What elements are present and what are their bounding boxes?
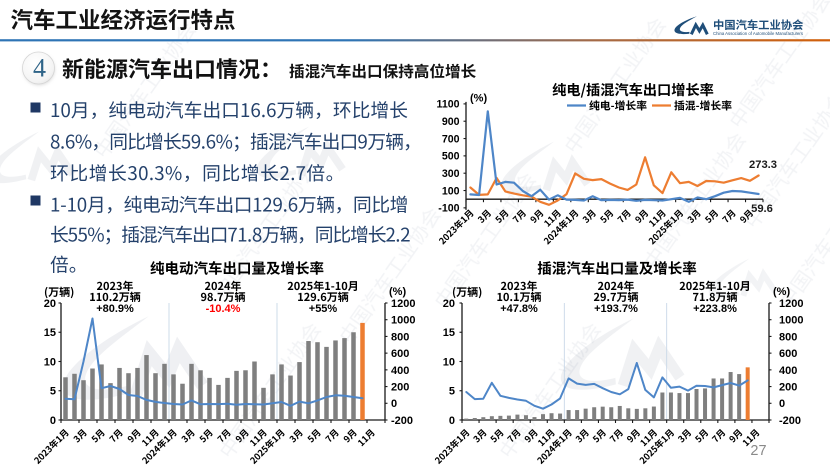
svg-text:1100: 1100 bbox=[437, 99, 460, 111]
svg-text:+193.7%: +193.7% bbox=[594, 303, 638, 315]
svg-text:1000: 1000 bbox=[391, 315, 415, 327]
svg-text:400: 400 bbox=[779, 365, 797, 377]
svg-text:0: 0 bbox=[779, 398, 785, 410]
svg-text:1200: 1200 bbox=[779, 298, 803, 310]
svg-text:(%): (%) bbox=[773, 286, 790, 298]
svg-text:1000: 1000 bbox=[779, 315, 803, 327]
svg-text:+223.8%: +223.8% bbox=[693, 303, 737, 315]
svg-text:+80.9%: +80.9% bbox=[96, 303, 134, 315]
svg-text:900: 900 bbox=[442, 116, 460, 128]
svg-text:15: 15 bbox=[443, 327, 455, 339]
svg-text:20: 20 bbox=[443, 298, 455, 310]
svg-text:10: 10 bbox=[44, 356, 56, 368]
svg-text:-100: -100 bbox=[438, 203, 459, 215]
svg-text:-10.4%: -10.4% bbox=[206, 303, 241, 315]
svg-text:0: 0 bbox=[50, 415, 56, 427]
svg-text:China Association of Automobil: China Association of Automobile Manufact… bbox=[713, 31, 804, 36]
svg-text:600: 600 bbox=[779, 348, 797, 360]
svg-text:-200: -200 bbox=[779, 415, 801, 427]
svg-text:500: 500 bbox=[442, 151, 460, 163]
svg-text:59.6: 59.6 bbox=[751, 203, 773, 215]
svg-text:5: 5 bbox=[50, 386, 56, 398]
svg-text:800: 800 bbox=[391, 331, 409, 343]
svg-text:1200: 1200 bbox=[391, 298, 415, 310]
svg-text:200: 200 bbox=[391, 381, 409, 393]
svg-text:4: 4 bbox=[33, 54, 46, 83]
svg-text:700: 700 bbox=[442, 133, 460, 145]
svg-text:300: 300 bbox=[442, 168, 460, 180]
svg-text:5: 5 bbox=[449, 386, 455, 398]
svg-text:10: 10 bbox=[443, 356, 455, 368]
svg-text:273.3: 273.3 bbox=[749, 159, 777, 171]
svg-text:400: 400 bbox=[391, 365, 409, 377]
svg-text:15: 15 bbox=[44, 327, 56, 339]
svg-text:20: 20 bbox=[44, 298, 56, 310]
svg-text:27: 27 bbox=[750, 443, 766, 459]
svg-text:(%): (%) bbox=[470, 93, 487, 105]
svg-text:100: 100 bbox=[442, 185, 460, 197]
svg-text:-200: -200 bbox=[391, 415, 413, 427]
svg-text:600: 600 bbox=[391, 348, 409, 360]
svg-text:(%): (%) bbox=[389, 286, 406, 298]
svg-text:+55%: +55% bbox=[309, 303, 338, 315]
svg-text:0: 0 bbox=[449, 415, 455, 427]
svg-text:200: 200 bbox=[779, 381, 797, 393]
svg-text:+47.8%: +47.8% bbox=[500, 303, 538, 315]
svg-text:800: 800 bbox=[779, 331, 797, 343]
svg-text:0: 0 bbox=[391, 398, 397, 410]
